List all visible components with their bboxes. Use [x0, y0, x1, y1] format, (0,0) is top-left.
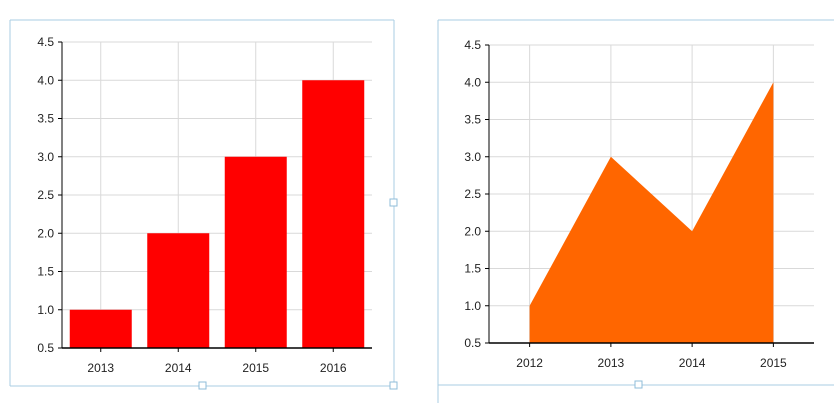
y-tick-label: 0.5	[37, 341, 54, 355]
x-tick-label: 2013	[87, 361, 114, 375]
y-tick-label: 4.5	[37, 35, 54, 49]
y-tick-label: 3.0	[464, 150, 481, 164]
bar-2015[interactable]	[225, 157, 287, 348]
y-tick-label: 3.0	[37, 150, 54, 164]
y-tick-label: 2.0	[37, 226, 54, 240]
area-chart-fill	[530, 82, 774, 343]
y-tick-label: 2.0	[464, 224, 481, 238]
bar-2014[interactable]	[147, 233, 209, 348]
y-tick-label: 4.0	[464, 75, 481, 89]
bar-chart-bars	[70, 80, 365, 348]
x-tick-label: 2012	[516, 356, 543, 370]
y-tick-label: 1.0	[464, 299, 481, 313]
y-tick-label: 1.0	[37, 303, 54, 317]
bar-2013[interactable]	[70, 310, 132, 348]
resize-handle-right[interactable]	[390, 199, 397, 206]
y-tick-label: 4.0	[37, 73, 54, 87]
x-tick-label: 2015	[760, 356, 787, 370]
bar-chart: 0.5 1.0 1.5 2.0 2.5 3.0 3.5 4.0 4.5 2013 2014 2015 2…	[0, 0, 410, 403]
resize-handle-bottom[interactable]	[635, 381, 642, 388]
x-tick-label: 2013	[598, 356, 625, 370]
y-tick-label: 3.5	[37, 112, 54, 126]
area-chart-panel[interactable]: 0.5 1.0 1.5 2.0 2.5 3.0 3.5 4.0 4.5 2012 2013 2014 2…	[418, 0, 834, 403]
y-tick-label: 2.5	[464, 187, 481, 201]
y-tick-label: 1.5	[37, 265, 54, 279]
y-tick-label: 3.5	[464, 113, 481, 127]
x-tick-label: 2015	[242, 361, 269, 375]
resize-handle-bottom[interactable]	[199, 382, 206, 389]
x-tick-label: 2014	[165, 361, 192, 375]
x-tick-label: 2014	[679, 356, 706, 370]
resize-handle-corner[interactable]	[390, 382, 397, 389]
y-tick-label: 1.5	[464, 262, 481, 276]
y-tick-label: 4.5	[464, 38, 481, 52]
area-chart: 0.5 1.0 1.5 2.0 2.5 3.0 3.5 4.0 4.5 2012 2013 2014 2…	[418, 0, 834, 403]
x-tick-label: 2016	[320, 361, 347, 375]
y-tick-label: 2.5	[37, 188, 54, 202]
area-series[interactable]	[530, 82, 774, 343]
bar-2016[interactable]	[302, 80, 364, 348]
y-tick-label: 0.5	[464, 336, 481, 350]
bar-chart-panel[interactable]: 0.5 1.0 1.5 2.0 2.5 3.0 3.5 4.0 4.5 2013 2014 2015 2…	[0, 0, 410, 403]
